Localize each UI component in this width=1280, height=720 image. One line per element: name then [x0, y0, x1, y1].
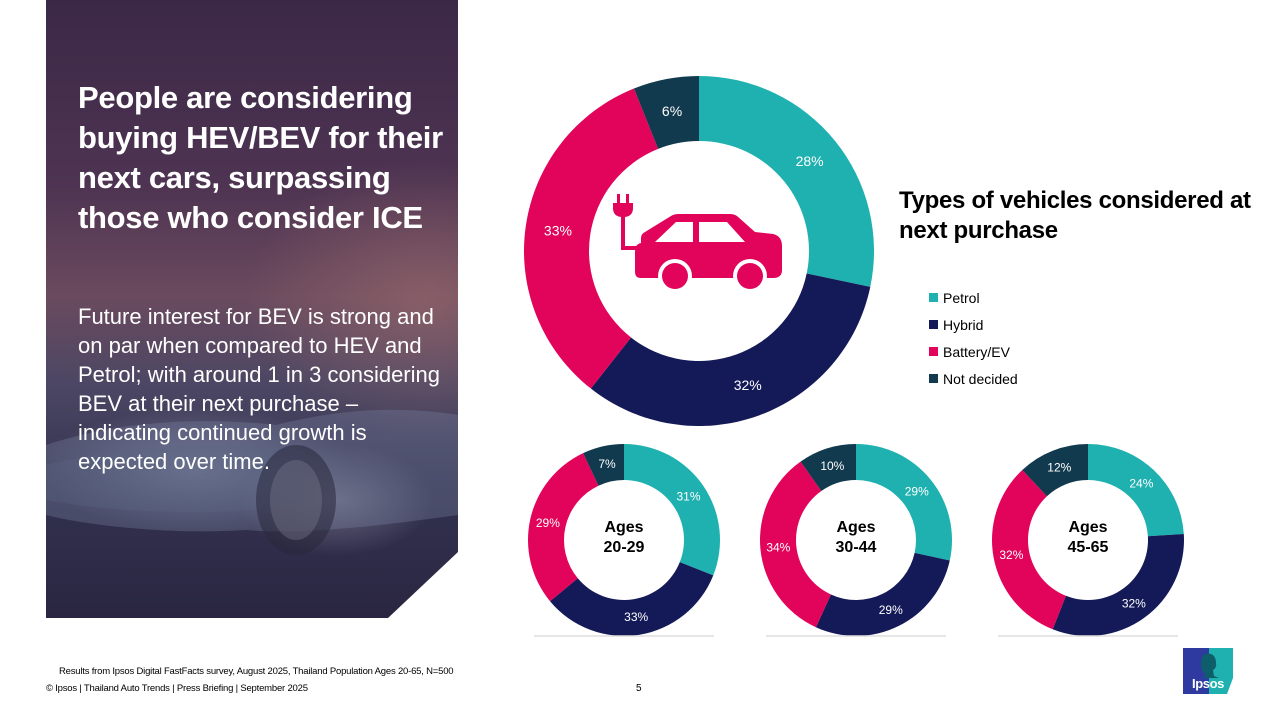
- legend-swatch-icon: [929, 374, 938, 383]
- donut-segment-not-decided: [583, 444, 624, 486]
- donut-overall: 28% 32% 33% 6%: [524, 76, 874, 426]
- data-label-battery-ev: 33%: [544, 223, 572, 239]
- data-label-hybrid: 29%: [879, 603, 903, 617]
- hero-image-panel: People are considering buying HEV/BEV fo…: [46, 0, 458, 618]
- data-label-petrol: 24%: [1129, 476, 1153, 490]
- legend-item-hybrid: Hybrid: [929, 311, 1018, 338]
- logo-text: Ipsos: [1192, 676, 1224, 691]
- legend-item-battery-ev: Battery/EV: [929, 338, 1018, 365]
- page-number: 5: [636, 683, 642, 694]
- donut-segment-not-decided: [633, 76, 699, 149]
- legend-label: Battery/EV: [943, 343, 1010, 360]
- sports-car-photo: [46, 409, 458, 555]
- donut-segment-hybrid: [815, 552, 950, 636]
- source-note: Results from Ipsos Digital FastFacts sur…: [59, 666, 454, 677]
- donut-ages-20-29: 31% 33% 29% 7% Ages 20-29: [527, 444, 721, 636]
- donut-segment-battery-ev: [991, 470, 1066, 630]
- legend-swatch-icon: [929, 320, 938, 329]
- data-label-hybrid: 33%: [624, 610, 648, 624]
- legend-swatch-icon: [929, 293, 938, 302]
- donut-segment-not-decided: [1022, 444, 1088, 497]
- donut-center-label: 30-44: [836, 539, 877, 556]
- ipsos-logo-icon: [1183, 648, 1233, 694]
- legend-item-not-decided: Not decided: [929, 365, 1018, 392]
- electric-car-icon: [613, 194, 782, 293]
- hero-title: People are considering buying HEV/BEV fo…: [78, 80, 443, 235]
- chart-legend: Petrol Hybrid Battery/EV Not decided: [929, 284, 1018, 392]
- donut-segment-petrol: [1088, 444, 1184, 537]
- donut-segment-not-decided: [800, 444, 856, 492]
- copyright-footer: © Ipsos | Thailand Auto Trends | Press B…: [46, 683, 308, 694]
- donut-segment-battery-ev: [524, 88, 659, 389]
- donut-center-label: Ages: [604, 519, 643, 536]
- donut-segment-petrol: [856, 444, 953, 561]
- donut-ages-30-44: 29% 29% 34% 10% Ages 30-44: [760, 444, 953, 636]
- donut-segment-petrol: [699, 76, 874, 287]
- data-label-not-decided: 6%: [662, 103, 682, 119]
- ipsos-logo: Ipsos: [1183, 648, 1233, 694]
- donut-center-label: Ages: [1068, 519, 1107, 536]
- donut-segment-battery-ev: [527, 453, 599, 602]
- data-label-not-decided: 12%: [1047, 461, 1071, 475]
- donut-center-label: Ages: [836, 519, 875, 536]
- hero-body-text: Future interest for BEV is strong and on…: [78, 304, 440, 474]
- data-label-hybrid: 32%: [734, 377, 762, 393]
- data-label-not-decided: 7%: [598, 457, 616, 471]
- legend-item-petrol: Petrol: [929, 284, 1018, 311]
- donut-center-label: 20-29: [604, 539, 645, 556]
- legend-label: Petrol: [943, 289, 980, 306]
- legend-label: Not decided: [943, 370, 1018, 387]
- donut-ages-45-65: 24% 32% 32% 12% Ages 45-65: [991, 444, 1184, 636]
- legend-swatch-icon: [929, 347, 938, 356]
- donut-center-label: 45-65: [1068, 539, 1109, 556]
- donut-segment-battery-ev: [760, 461, 831, 628]
- donut-segment-petrol: [624, 444, 721, 576]
- chart-title: Types of vehicles considered at next pur…: [899, 187, 1251, 244]
- data-label-petrol: 28%: [796, 153, 824, 169]
- data-label-battery-ev: 32%: [999, 548, 1023, 562]
- data-label-not-decided: 10%: [820, 459, 844, 473]
- legend-label: Hybrid: [943, 316, 984, 333]
- data-label-hybrid: 32%: [1122, 596, 1146, 610]
- data-label-petrol: 29%: [905, 484, 929, 498]
- donut-segment-hybrid: [590, 273, 871, 426]
- data-label-petrol: 31%: [676, 489, 700, 503]
- data-label-battery-ev: 34%: [766, 540, 790, 554]
- data-label-battery-ev: 29%: [536, 516, 560, 530]
- donut-segment-hybrid: [1052, 533, 1184, 636]
- donut-segment-hybrid: [550, 562, 714, 636]
